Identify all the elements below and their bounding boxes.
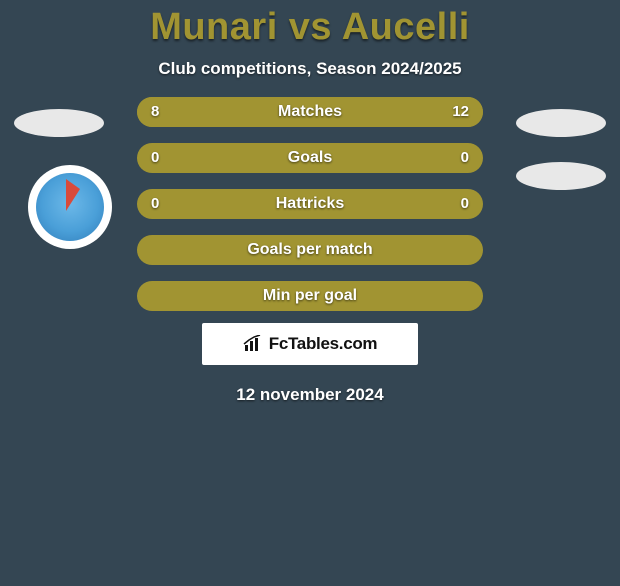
stat-bar: Goals per match: [137, 235, 483, 265]
player-right-placeholder-2: [516, 162, 606, 190]
stat-value-left: 8: [151, 97, 159, 127]
footer-date: 12 november 2024: [0, 385, 620, 405]
stat-label: Goals: [137, 143, 483, 173]
stat-value-left: 0: [151, 189, 159, 219]
chart-icon: [243, 335, 265, 353]
brand-badge: FcTables.com: [202, 323, 418, 365]
brand-text: FcTables.com: [269, 334, 378, 354]
stat-value-right: 0: [461, 143, 469, 173]
club-logo-left: [28, 165, 112, 249]
stat-label: Min per goal: [137, 281, 483, 311]
player-right-placeholder-1: [516, 109, 606, 137]
stat-label: Hattricks: [137, 189, 483, 219]
stat-bar: Matches8 12: [137, 97, 483, 127]
page-title: Munari vs Aucelli: [0, 6, 620, 49]
player-left-placeholder: [14, 109, 104, 137]
stat-label: Goals per match: [137, 235, 483, 265]
stat-bar: Hattricks0 0: [137, 189, 483, 219]
page-subtitle: Club competitions, Season 2024/2025: [0, 59, 620, 79]
stat-bar: Goals0 0: [137, 143, 483, 173]
stat-bar: Min per goal: [137, 281, 483, 311]
stat-bars: Matches812Goals00Hattricks00Goals per ma…: [137, 97, 483, 327]
stat-value-left: 0: [151, 143, 159, 173]
stat-label: Matches: [137, 97, 483, 127]
stat-value-right: 12: [452, 97, 469, 127]
stat-value-right: 0: [461, 189, 469, 219]
